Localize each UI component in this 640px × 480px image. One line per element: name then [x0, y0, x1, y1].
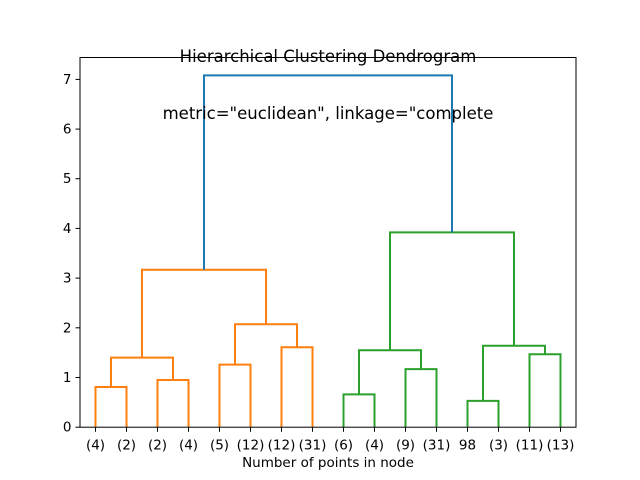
dendrogram-link [218, 363, 252, 428]
x-axis-label: Number of points in node [242, 455, 414, 471]
dendrogram-link [94, 386, 128, 428]
dendrogram-link [110, 356, 174, 387]
y-tick-label: 1 [63, 370, 72, 386]
x-tick-label: (2) [117, 438, 136, 454]
x-tick-label: (13) [547, 438, 575, 454]
x-tick-label: (12) [268, 438, 296, 454]
dendrogram-link [389, 231, 515, 351]
dendrogram-link [528, 353, 562, 428]
dendrogram-link [466, 399, 500, 428]
dendrogram-link [203, 74, 453, 270]
x-tick-label: (4) [365, 438, 384, 454]
x-tick-label: (6) [334, 438, 353, 454]
x-tick-label: (12) [237, 438, 265, 454]
y-tick-label: 7 [63, 72, 72, 88]
dendrogram-link [156, 379, 190, 428]
y-tick-label: 2 [63, 320, 72, 336]
x-tick-label: (4) [179, 438, 198, 454]
x-tick-label: 98 [459, 438, 476, 454]
dendrogram-link [342, 393, 376, 428]
dendrogram-link [234, 323, 298, 365]
y-tick-label: 5 [63, 171, 72, 187]
chart-title-line1: Hierarchical Clustering Dendrogram [179, 47, 477, 66]
x-tick-label: (2) [148, 438, 167, 454]
x-tick-label: (3) [489, 438, 508, 454]
y-tick-label: 6 [63, 122, 72, 138]
plot-frame [79, 57, 577, 428]
dendrogram-link [280, 346, 314, 428]
x-tick-label: (31) [423, 438, 451, 454]
x-tick-label: (9) [396, 438, 415, 454]
x-tick-label: (5) [210, 438, 229, 454]
x-tick-label: (11) [516, 438, 544, 454]
y-tick-label: 3 [63, 271, 72, 287]
x-tick-label: (4) [86, 438, 105, 454]
y-tick-label: 0 [63, 420, 72, 436]
x-tick-label: (31) [299, 438, 327, 454]
dendrogram-link [141, 268, 267, 358]
dendrogram-link [358, 349, 422, 395]
chart-title: Hierarchical Clustering Dendrogram metri… [80, 9, 576, 161]
y-tick-label: 4 [63, 221, 72, 237]
chart-title-line2: metric="euclidean", linkage="complete [162, 104, 494, 123]
dendrogram-link [404, 368, 438, 428]
